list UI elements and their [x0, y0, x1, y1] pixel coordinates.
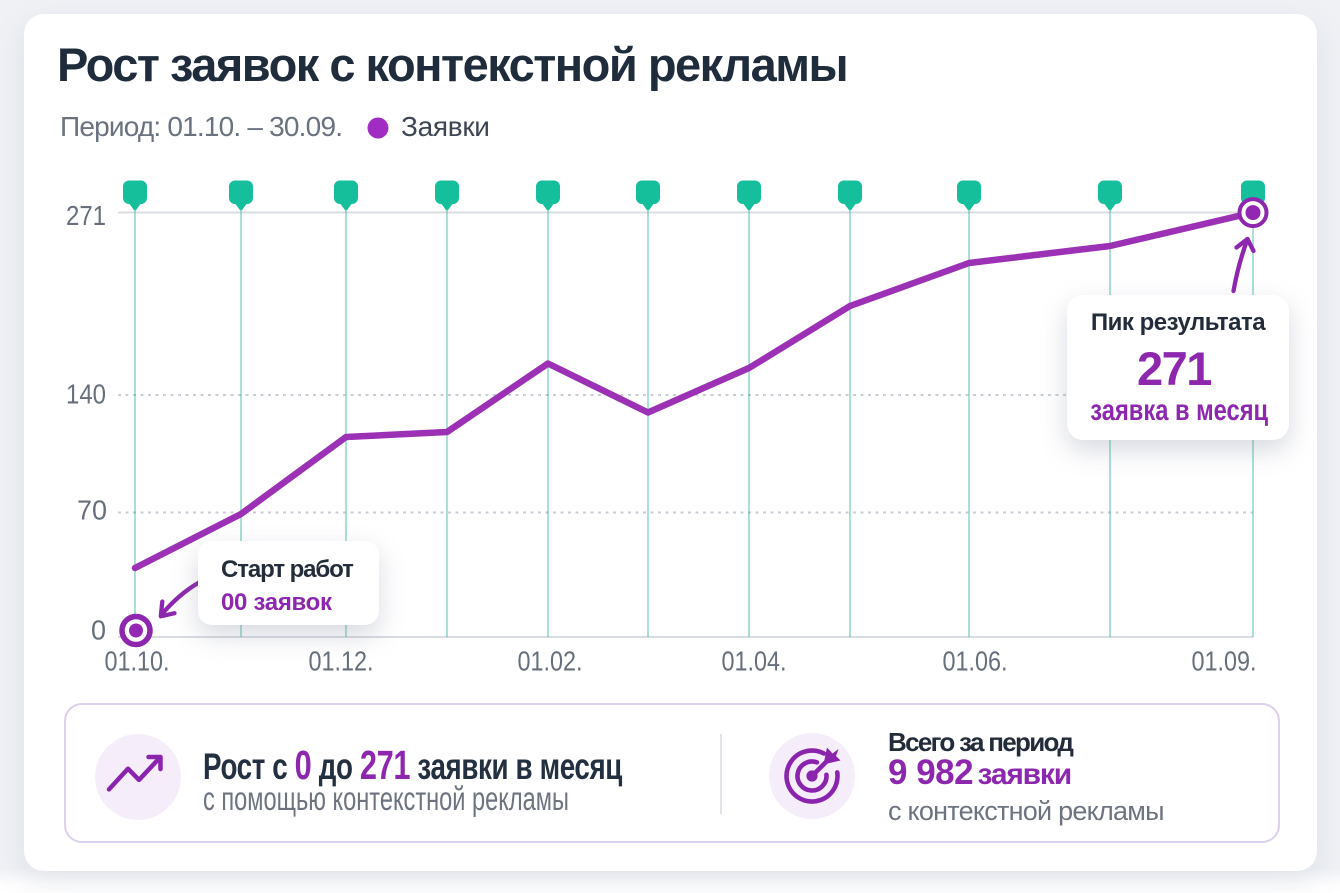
svg-text:01.06.: 01.06. [943, 646, 1008, 677]
svg-text:01.02.: 01.02. [518, 646, 583, 677]
svg-text:140: 140 [66, 379, 106, 410]
svg-text:01.09.: 01.09. [1192, 646, 1257, 677]
svg-text:01.12.: 01.12. [309, 646, 374, 677]
svg-text:01.10.: 01.10. [105, 646, 170, 677]
svg-text:271: 271 [66, 200, 106, 231]
svg-text:01.04.: 01.04. [722, 646, 787, 677]
svg-text:70: 70 [77, 495, 107, 526]
svg-text:0: 0 [91, 615, 106, 646]
